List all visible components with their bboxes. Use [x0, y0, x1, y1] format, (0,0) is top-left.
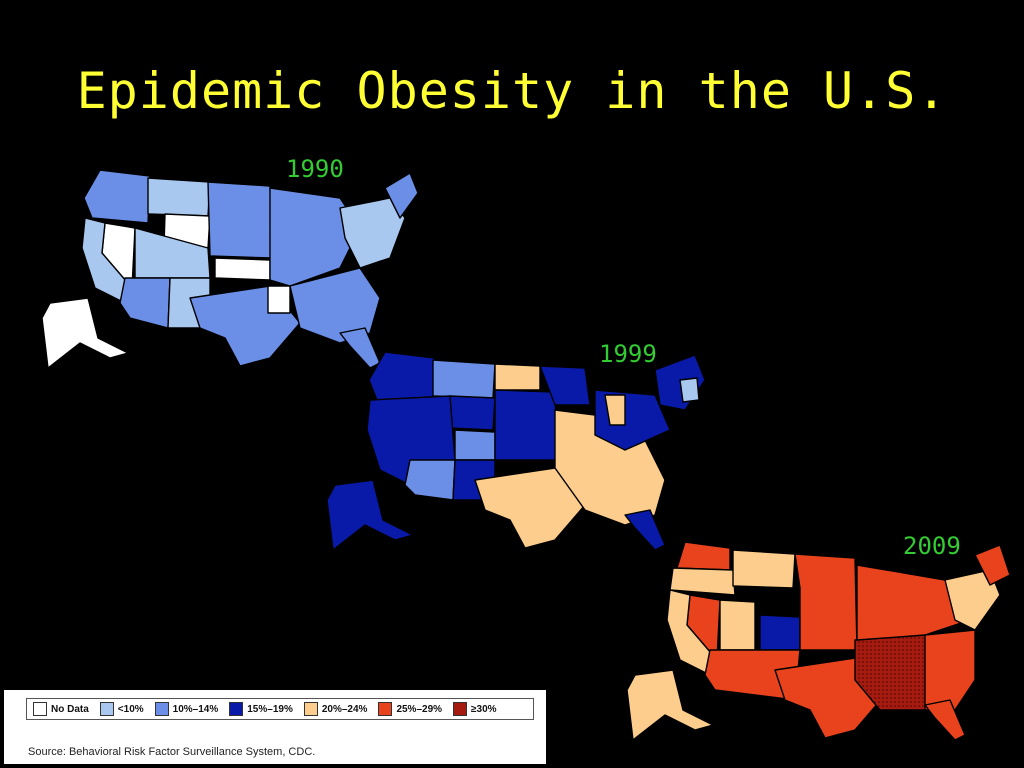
region-midwest [269, 187, 361, 287]
legend-item-ge30: ≥30% [453, 702, 497, 716]
region-colorado [454, 429, 496, 461]
region-northwest [83, 169, 151, 224]
region-northeast [974, 544, 1011, 586]
region-florida [624, 509, 666, 551]
slide-title: Epidemic Obesity in the U.S. [76, 62, 948, 120]
region-alaska [626, 669, 714, 741]
region-kansas [214, 257, 271, 281]
legend-swatch [33, 702, 47, 716]
region-arizona [119, 277, 171, 329]
region-southeast [924, 629, 976, 711]
legend-swatch [99, 702, 114, 716]
legend-label: 25%–29% [396, 703, 443, 715]
region-alaska [326, 479, 414, 551]
legend-item-no-data: No Data [33, 702, 89, 716]
legend-label: 15%–19% [247, 703, 293, 715]
region-montana [432, 359, 496, 399]
legend-label: <10% [117, 703, 144, 715]
region-alaska [41, 297, 129, 369]
region-plains [494, 389, 558, 461]
region-utah [719, 599, 756, 651]
region-oregon-idaho [669, 567, 736, 596]
legend-item-lt10: <10% [99, 702, 144, 716]
region-washington [676, 541, 731, 571]
us-map-2009 [626, 541, 1011, 741]
region-nd [494, 363, 541, 391]
legend-label: 20%–24% [321, 703, 368, 715]
legend-label: No Data [51, 703, 89, 715]
legend-item-20-24: 20%–24% [303, 702, 368, 716]
region-plains [794, 553, 858, 651]
legend-swatch [378, 702, 393, 716]
us-map-1990 [41, 169, 419, 369]
legend-swatch [303, 702, 318, 716]
region-newengland [679, 377, 700, 403]
legend-swatch [229, 702, 244, 716]
legend-label: ≥30% [471, 703, 497, 715]
legend-swatch [154, 702, 169, 716]
legend-swatch [453, 702, 468, 716]
region-arizona [404, 459, 456, 501]
region-colorado [759, 614, 801, 651]
region-arizona-nm [704, 649, 801, 701]
region-montana [147, 177, 211, 217]
legend-item-25-29: 25%–29% [378, 702, 442, 716]
source-note: Source: Behavioral Risk Factor Surveilla… [28, 746, 316, 758]
region-east [944, 569, 1001, 631]
year-label-2009: 2009 [903, 532, 961, 560]
region-florida [924, 699, 966, 741]
region-florida [339, 327, 381, 369]
region-minnesota [539, 365, 591, 406]
year-label-1999: 1999 [599, 340, 657, 368]
region-wyoming [448, 395, 496, 431]
legend-item-10-14: 10%–14% [154, 702, 219, 716]
legend: No Data <10% 10%–14% 15%–19% 20%–24% 25%… [26, 698, 534, 720]
region-northeast [384, 172, 419, 219]
region-midwest [856, 564, 971, 641]
legend-item-15-19: 15%–19% [229, 702, 293, 716]
legend-label: 10%–14% [172, 703, 219, 715]
us-map-1999 [326, 351, 706, 551]
region-montana [732, 549, 796, 589]
year-label-1990: 1990 [286, 155, 344, 183]
region-michigan [604, 394, 626, 426]
legend-panel: No Data <10% 10%–14% 15%–19% 20%–24% 25%… [4, 690, 546, 764]
region-arkansas [267, 285, 291, 314]
region-plains [207, 181, 273, 259]
